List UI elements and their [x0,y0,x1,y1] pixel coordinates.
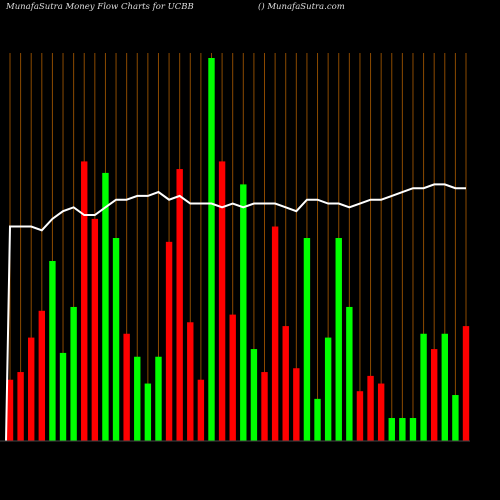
money-flow-bar-down [218,161,226,441]
money-flow-bar-up [388,418,395,441]
money-flow-bar-up [240,184,247,441]
money-flow-bar-down [462,326,470,441]
money-flow-bar-down [367,375,374,441]
money-flow-bar-up [70,306,77,441]
bar-series [6,58,470,441]
money-flow-bar-down [187,322,194,441]
money-flow-bar-up [420,333,427,441]
money-flow-bar-up [346,306,353,441]
money-flow-line-layer [5,183,466,442]
money-flow-bar-up [250,349,258,441]
grid-lines [9,53,467,441]
money-flow-bar-down [38,310,46,441]
money-flow-bar-down [17,372,24,441]
money-flow-bar-down [176,169,183,441]
money-flow-bar-up [134,356,141,441]
money-flow-bar-down [229,314,236,441]
money-flow-bar-up [314,398,321,441]
money-flow-bar-down [430,349,438,441]
money-flow-bar-down [197,379,205,441]
money-flow-bar-up [441,333,448,441]
money-flow-bar-up [59,352,67,441]
money-flow-bar-down [282,326,289,441]
money-flow-bar-up [452,395,459,441]
money-flow-bar-up [324,337,332,441]
money-flow-line [5,183,466,442]
money-flow-bar-up [49,260,56,441]
money-flow-bar-down [81,161,88,441]
money-flow-bar-down [261,372,268,441]
money-flow-bar-down [91,218,99,441]
money-flow-bar-down [377,383,385,441]
money-flow-bar-up [144,383,152,441]
money-flow-bar-up [155,356,162,441]
money-flow-bar-up [399,418,406,441]
money-flow-bar-down [165,241,173,441]
money-flow-bar-down [123,333,130,441]
money-flow-bar-up [208,58,215,441]
money-flow-bar-up [335,238,342,441]
money-flow-bar-up [409,418,417,441]
money-flow-bar-down [293,368,300,441]
money-flow-bar-down [28,337,35,441]
money-flow-bar-up [112,238,120,441]
money-flow-bar-up [303,238,311,441]
money-flow-bar-down [6,379,14,441]
money-flow-bar-down [271,226,279,441]
money-flow-bar-down [356,391,364,441]
money-flow-bar-up [102,172,109,441]
chart-title: MunafaSutra Money Flow Charts for UCBB [6,2,194,12]
chart-watermark: () MunafaSutra.com [258,2,345,12]
